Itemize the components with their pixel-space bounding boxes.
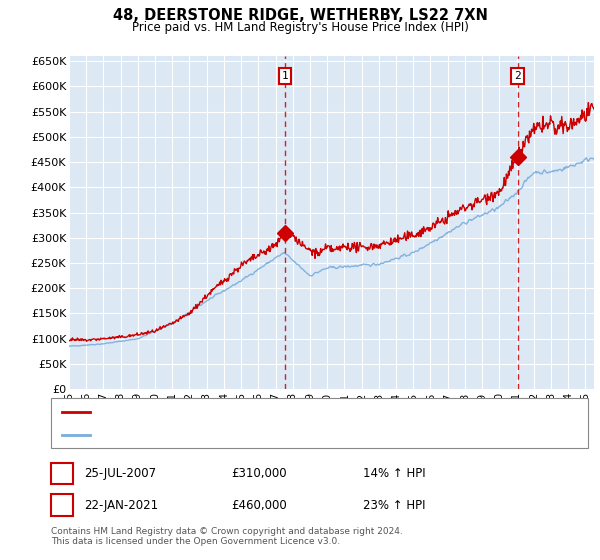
Text: Contains HM Land Registry data © Crown copyright and database right 2024.
This d: Contains HM Land Registry data © Crown c… (51, 526, 403, 546)
Text: 1: 1 (282, 71, 289, 81)
Text: £460,000: £460,000 (231, 498, 287, 512)
Text: 22-JAN-2021: 22-JAN-2021 (83, 498, 158, 512)
Text: 2: 2 (59, 500, 65, 510)
Text: 25-JUL-2007: 25-JUL-2007 (83, 466, 156, 480)
Text: HPI: Average price, detached house, Leeds: HPI: Average price, detached house, Leed… (94, 431, 317, 440)
Text: 14% ↑ HPI: 14% ↑ HPI (363, 466, 425, 480)
Text: £310,000: £310,000 (231, 466, 287, 480)
Text: 2: 2 (514, 71, 521, 81)
Text: Price paid vs. HM Land Registry's House Price Index (HPI): Price paid vs. HM Land Registry's House … (131, 21, 469, 34)
Text: 48, DEERSTONE RIDGE, WETHERBY, LS22 7XN: 48, DEERSTONE RIDGE, WETHERBY, LS22 7XN (113, 8, 487, 24)
Text: 48, DEERSTONE RIDGE, WETHERBY, LS22 7XN (detached house): 48, DEERSTONE RIDGE, WETHERBY, LS22 7XN … (94, 407, 429, 417)
Text: 1: 1 (59, 468, 65, 478)
Text: 23% ↑ HPI: 23% ↑ HPI (363, 498, 425, 512)
